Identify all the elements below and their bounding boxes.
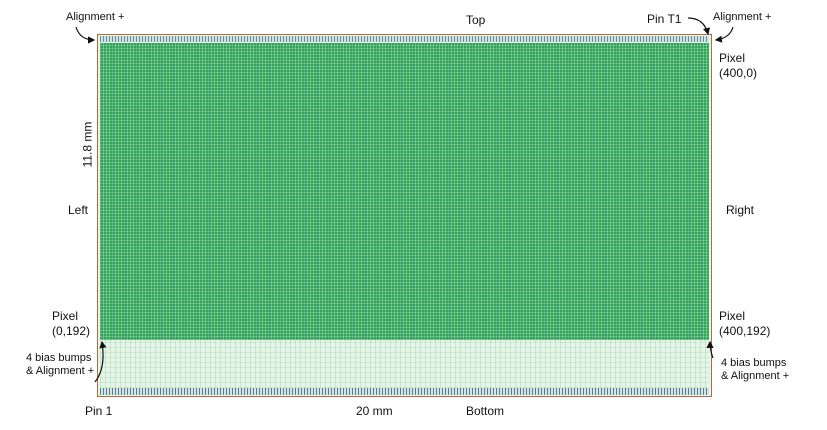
label-bias-left-1: 4 bias bumps: [26, 352, 92, 364]
label-right: Right: [726, 203, 755, 217]
label-bias-right-2: & Alignment +: [721, 370, 790, 382]
label-top: Top: [466, 13, 486, 27]
arrow-pin-t1: [687, 17, 711, 36]
arrow-align-top-left: [75, 26, 96, 44]
label-bias-right-1: 4 bias bumps: [721, 357, 787, 369]
label-height-dim: 11.8 mm: [80, 121, 95, 168]
top-pad-strip: [100, 36, 709, 42]
periphery-region: [100, 340, 709, 388]
label-align-top-left: Alignment +: [66, 11, 125, 23]
label-pixel-top-right-2: (400,0): [719, 66, 758, 80]
label-pin1: Pin 1: [85, 404, 113, 418]
label-width-dim: 20 mm: [356, 404, 393, 418]
arrow-align-top-right: [714, 26, 734, 43]
label-pixel-top-right-1: Pixel: [719, 51, 746, 65]
label-pin-t1: Pin T1: [647, 12, 682, 26]
pixel-matrix: [100, 43, 709, 340]
label-pixel-bottom-left-2: (0,192): [52, 324, 91, 338]
label-pixel-bottom-right-2: (400,192): [719, 324, 771, 338]
label-bias-left-2: & Alignment +: [26, 365, 95, 377]
label-pixel-bottom-right-1: Pixel: [719, 309, 746, 323]
sensor-chip: [97, 34, 712, 397]
bottom-pad-strip: [100, 388, 709, 395]
label-bottom: Bottom: [466, 404, 505, 418]
label-pixel-bottom-left-1: Pixel: [52, 309, 79, 323]
label-left: Left: [68, 203, 89, 217]
label-align-top-right: Alignment +: [713, 11, 772, 23]
